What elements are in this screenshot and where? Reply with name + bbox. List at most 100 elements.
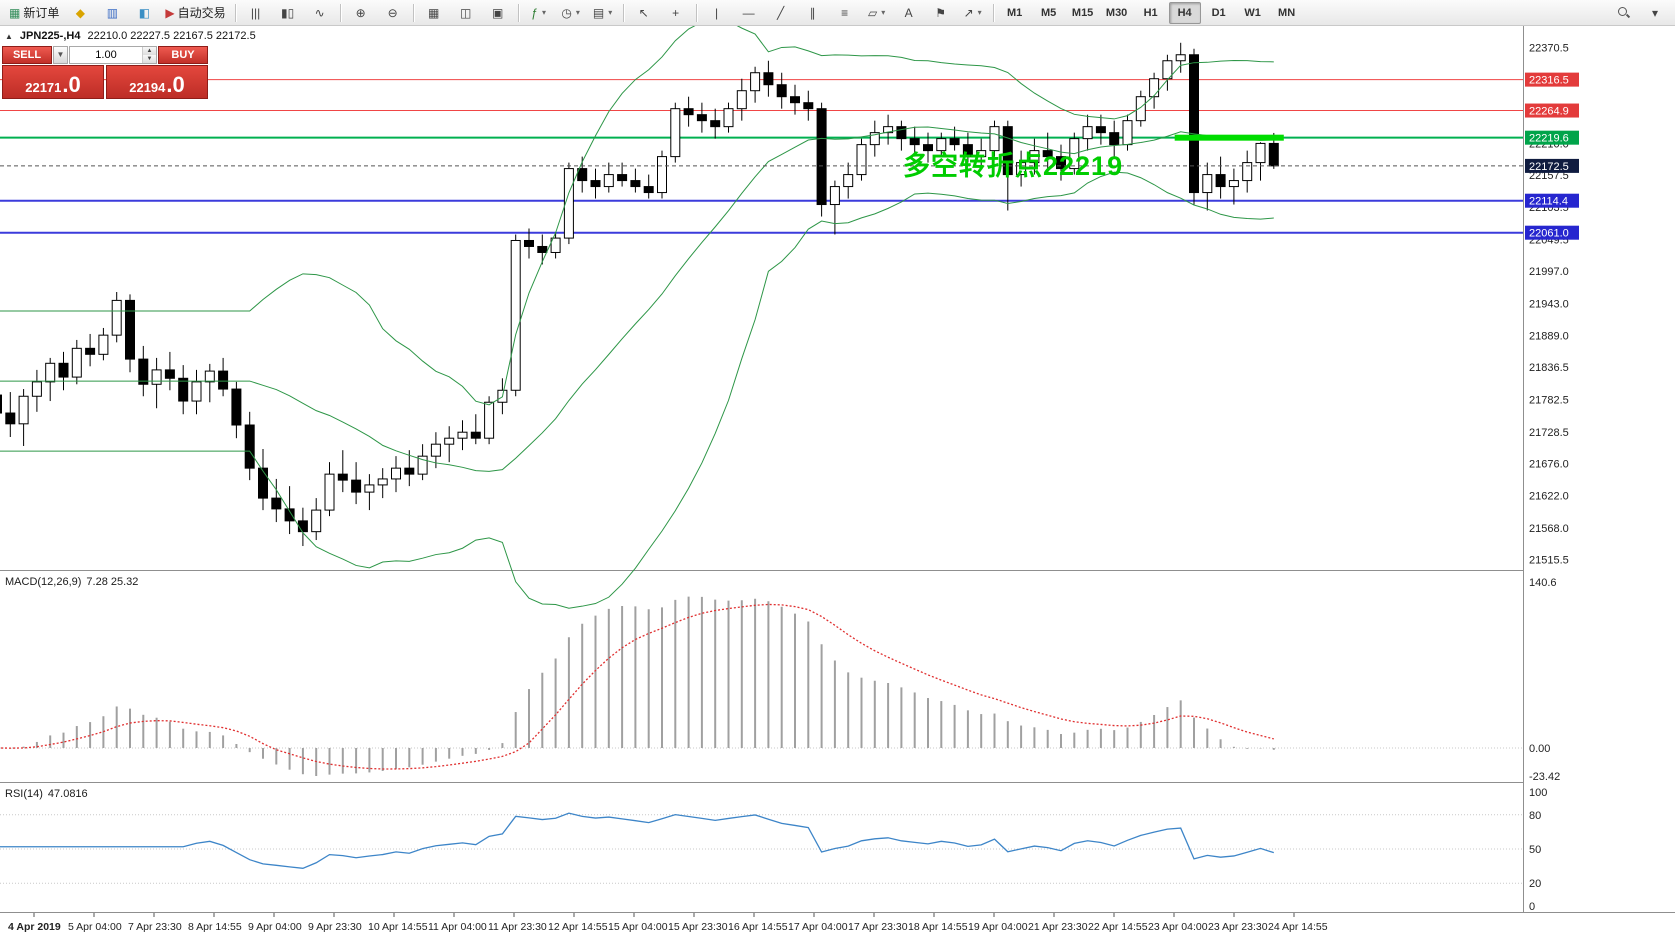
candle [1042, 132, 1053, 169]
time-axis-label: 9 Apr 23:30 [308, 921, 362, 933]
timeframe-m30-button[interactable]: M30 [1105, 6, 1128, 19]
buy-price-button[interactable]: 22194 .0 [106, 65, 208, 99]
new-order-button[interactable]: ▦ 新订单 [5, 2, 63, 24]
timeframe-mn-button[interactable]: MN [1278, 6, 1296, 19]
volume-stepper[interactable]: ▲ ▼ [142, 47, 156, 63]
crosshair-button[interactable]: + [661, 2, 691, 24]
search-icon[interactable] [1608, 2, 1638, 24]
trendline-button[interactable]: ╱ [766, 2, 796, 24]
buy-price: 22194 [129, 79, 166, 95]
candle [510, 234, 521, 397]
zoom-in-button[interactable]: ⊕ [346, 2, 376, 24]
candle [71, 339, 82, 385]
vertical-line-button[interactable]: | [702, 2, 732, 24]
candle [657, 150, 667, 199]
price-axis[interactable] [1524, 26, 1675, 912]
time-axis-label: 17 Apr 04:00 [788, 921, 848, 933]
candle [470, 414, 481, 445]
sell-price-button[interactable]: 22171 .0 [2, 65, 104, 99]
auto-trading-button[interactable]: ▶ 自动交易 [161, 2, 229, 24]
candle [1202, 162, 1213, 211]
time-axis-label: 9 Apr 04:00 [248, 921, 302, 933]
volume-down-icon[interactable]: ▼ [143, 55, 156, 63]
timeframe-m5-button[interactable]: M5 [1040, 6, 1057, 19]
timeframe-d1-button[interactable]: D1 [1211, 6, 1226, 19]
candles-layer [0, 42, 1279, 547]
zoom-out-button[interactable]: ⊖ [378, 2, 408, 24]
rsi-label: RSI(14) 47.0816 [5, 788, 88, 800]
indicators-button[interactable]: ƒ ▾ [524, 2, 554, 24]
candle [896, 120, 907, 151]
grid-button[interactable]: ▦ [419, 2, 449, 24]
candle [1215, 156, 1226, 199]
time-axis[interactable] [0, 913, 1675, 952]
timeframe-m15-button[interactable]: M15 [1071, 6, 1094, 19]
text-label-button[interactable]: ⚑ [926, 2, 956, 24]
candle [164, 351, 175, 391]
data-window-icon[interactable]: ◧ [129, 2, 159, 24]
buy-button[interactable]: BUY [158, 46, 208, 64]
auto-trading-icon: ▶ [165, 5, 175, 20]
price-axis-label: 21622.0 [1529, 491, 1569, 503]
time-axis-label: 15 Apr 23:30 [668, 921, 728, 933]
order-type-dropdown[interactable]: ▼ [53, 46, 68, 64]
arrows-button[interactable]: ↗ ▾ [958, 2, 988, 24]
periods-button[interactable]: ◷ ▾ [556, 2, 586, 24]
fibonacci-button[interactable]: ≡ [830, 2, 860, 24]
toolbar-options-icon[interactable]: ▾ [1651, 5, 1659, 20]
sell-button[interactable]: SELL [2, 46, 52, 64]
svg-text:0.00: 0.00 [1529, 743, 1550, 755]
market-watch-icon[interactable]: ▥ [97, 2, 127, 24]
cascade-windows-button[interactable]: ▣ [483, 2, 513, 24]
price-level-badge-22061.0: 22061.0 [1525, 225, 1579, 240]
time-axis-label: 23 Apr 23:30 [1208, 921, 1268, 933]
candle [5, 392, 16, 437]
chart-header: ▲ JPN225-,H4 22210.0 22227.5 22167.5 221… [5, 30, 256, 42]
templates-button[interactable]: ▤ ▾ [588, 2, 618, 24]
horizontal-line-button[interactable]: — [734, 2, 764, 24]
buy-price-fraction: .0 [166, 72, 185, 98]
highlight-segment[interactable] [1174, 134, 1284, 141]
line-chart-button[interactable]: ∿ [305, 2, 335, 24]
auto-trading-button-label: 自动交易 [177, 6, 226, 20]
indicators-icon: ƒ [531, 5, 538, 20]
timeframe-h4-button[interactable]: H4 [1168, 1, 1201, 24]
candle [1082, 114, 1093, 151]
text-button[interactable]: A [894, 2, 924, 24]
candle [1095, 114, 1106, 145]
time-axis-label: 12 Apr 14:55 [548, 921, 608, 933]
one-click-trade-panel: SELL ▼ ▲ ▼ BUY 22171 .0 22194 .0 [2, 46, 208, 99]
toolbar-separator [339, 3, 341, 22]
volume-up-icon[interactable]: ▲ [143, 47, 156, 55]
toolbar-separator [695, 3, 697, 22]
chevron-down-icon: ▾ [575, 8, 580, 17]
bollinger-lower-line[interactable] [0, 171, 1274, 609]
volume-input[interactable] [70, 47, 142, 63]
shapes-button[interactable]: ▱ ▾ [862, 2, 892, 24]
bollinger-upper-line[interactable] [0, 19, 1274, 406]
trade-panel-toggle[interactable]: ▲ [5, 31, 13, 41]
candlestick-chart-button[interactable]: ▮▯ [273, 2, 303, 24]
alerts-icon[interactable]: ◆ [65, 2, 95, 24]
timeframe-h1-button[interactable]: H1 [1143, 6, 1158, 19]
toolbar: ▦ 新订单 ◆ ▥ ◧ ▶ 自动交易 ||| ▮▯ ∿ ⊕ ⊖ ▦ ◫ ▣ ƒ ▾ ◷ ▾ ▤ ▾ ↖ + | — ╱ ∥ ≡ ▱ ▾ A ⚑… [0, 0, 1675, 26]
svg-text:22114.4: 22114.4 [1529, 196, 1568, 208]
chart-annotation-text[interactable]: 多空转折点22219 [903, 151, 1124, 181]
tile-windows-button[interactable]: ◫ [451, 2, 481, 24]
timeframe-w1-button[interactable]: W1 [1244, 6, 1261, 19]
price-axis-label: 21676.0 [1529, 458, 1569, 470]
svg-text:20: 20 [1529, 878, 1541, 890]
price-axis-label: 21997.0 [1529, 266, 1569, 278]
candle [710, 108, 721, 139]
timeframe-m1-button[interactable]: M1 [1006, 6, 1023, 19]
bollinger-middle-line[interactable] [0, 126, 1274, 472]
svg-text:22172.5: 22172.5 [1529, 161, 1569, 173]
candle [218, 357, 229, 397]
macd-signal-line [0, 603, 1274, 770]
cursor-button[interactable]: ↖ [629, 2, 659, 24]
equidistant-channel-button[interactable]: ∥ [798, 2, 828, 24]
time-axis-label: 23 Apr 04:00 [1148, 921, 1208, 933]
bar-chart-button[interactable]: ||| [241, 2, 271, 24]
svg-text:0: 0 [1529, 901, 1535, 913]
